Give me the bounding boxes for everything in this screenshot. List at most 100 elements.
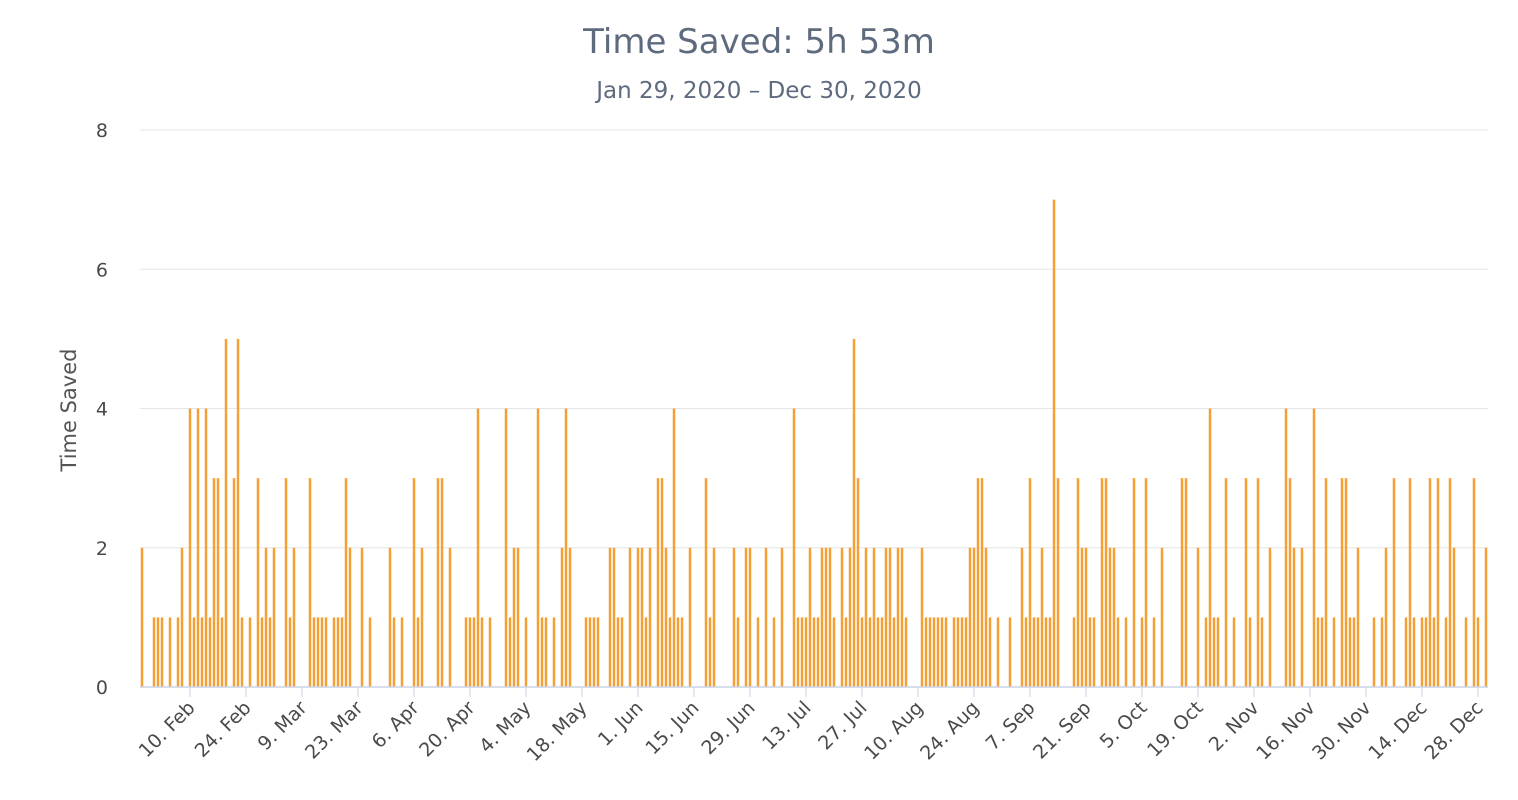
- bar[interactable]: [1024, 617, 1028, 688]
- bar[interactable]: [1076, 478, 1080, 688]
- bar[interactable]: [588, 617, 592, 688]
- bar[interactable]: [1372, 617, 1376, 688]
- bar[interactable]: [1032, 617, 1036, 688]
- bar[interactable]: [1160, 547, 1164, 687]
- bar[interactable]: [504, 408, 508, 688]
- bar[interactable]: [360, 547, 364, 687]
- bar[interactable]: [1384, 547, 1388, 687]
- bar[interactable]: [848, 547, 852, 687]
- bar[interactable]: [536, 408, 540, 688]
- bar[interactable]: [564, 408, 568, 688]
- bar[interactable]: [940, 617, 944, 688]
- bar[interactable]: [544, 617, 548, 688]
- bar[interactable]: [956, 617, 960, 688]
- bar[interactable]: [764, 547, 768, 687]
- bar[interactable]: [1292, 547, 1296, 687]
- bar[interactable]: [1008, 617, 1012, 688]
- bar[interactable]: [1152, 617, 1156, 688]
- bar[interactable]: [1340, 478, 1344, 688]
- bar[interactable]: [1428, 478, 1432, 688]
- bar[interactable]: [1312, 408, 1316, 688]
- bar[interactable]: [436, 478, 440, 688]
- bar[interactable]: [292, 547, 296, 687]
- bar[interactable]: [1352, 617, 1356, 688]
- bar[interactable]: [204, 408, 208, 688]
- bar[interactable]: [1464, 617, 1468, 688]
- bar[interactable]: [620, 617, 624, 688]
- bar[interactable]: [820, 547, 824, 687]
- bar[interactable]: [660, 478, 664, 688]
- bar[interactable]: [1472, 478, 1476, 688]
- bar[interactable]: [264, 547, 268, 687]
- bar[interactable]: [840, 547, 844, 687]
- bar[interactable]: [612, 547, 616, 687]
- bar[interactable]: [1124, 617, 1128, 688]
- bar[interactable]: [1044, 617, 1048, 688]
- bar[interactable]: [736, 617, 740, 688]
- bar[interactable]: [1316, 617, 1320, 688]
- bar[interactable]: [1184, 478, 1188, 688]
- bar[interactable]: [472, 617, 476, 688]
- bar[interactable]: [1028, 478, 1032, 688]
- bar[interactable]: [316, 617, 320, 688]
- bar[interactable]: [824, 547, 828, 687]
- bar[interactable]: [168, 617, 172, 688]
- bar[interactable]: [188, 408, 192, 688]
- bar[interactable]: [584, 617, 588, 688]
- bar[interactable]: [1476, 617, 1480, 688]
- bar[interactable]: [440, 478, 444, 688]
- bar[interactable]: [856, 478, 860, 688]
- bar[interactable]: [1232, 617, 1236, 688]
- bar[interactable]: [804, 617, 808, 688]
- bar[interactable]: [200, 617, 204, 688]
- bar[interactable]: [844, 617, 848, 688]
- bar[interactable]: [248, 617, 252, 688]
- bar[interactable]: [1196, 547, 1200, 687]
- bar[interactable]: [1204, 617, 1208, 688]
- bar[interactable]: [212, 478, 216, 688]
- bar[interactable]: [1020, 547, 1024, 687]
- bar[interactable]: [332, 617, 336, 688]
- bar[interactable]: [1436, 478, 1440, 688]
- bar[interactable]: [176, 617, 180, 688]
- bar[interactable]: [984, 547, 988, 687]
- bar[interactable]: [936, 617, 940, 688]
- bar[interactable]: [1404, 617, 1408, 688]
- bar[interactable]: [256, 478, 260, 688]
- bar[interactable]: [272, 547, 276, 687]
- bar[interactable]: [320, 617, 324, 688]
- bar[interactable]: [448, 547, 452, 687]
- bar[interactable]: [1260, 617, 1264, 688]
- bar[interactable]: [616, 617, 620, 688]
- bar[interactable]: [924, 617, 928, 688]
- bar[interactable]: [1072, 617, 1076, 688]
- bar[interactable]: [516, 547, 520, 687]
- bar[interactable]: [220, 617, 224, 688]
- bar[interactable]: [1100, 478, 1104, 688]
- bar[interactable]: [464, 617, 468, 688]
- bar[interactable]: [1320, 617, 1324, 688]
- bar[interactable]: [160, 617, 164, 688]
- bar[interactable]: [964, 617, 968, 688]
- bar[interactable]: [748, 547, 752, 687]
- bar[interactable]: [668, 617, 672, 688]
- bar[interactable]: [592, 617, 596, 688]
- bar[interactable]: [900, 547, 904, 687]
- bar[interactable]: [732, 547, 736, 687]
- bar[interactable]: [468, 617, 472, 688]
- bar[interactable]: [1080, 547, 1084, 687]
- bar[interactable]: [1036, 617, 1040, 688]
- bar[interactable]: [628, 547, 632, 687]
- bar[interactable]: [1424, 617, 1428, 688]
- bar[interactable]: [744, 547, 748, 687]
- bar[interactable]: [680, 617, 684, 688]
- bar[interactable]: [800, 617, 804, 688]
- bar[interactable]: [1300, 547, 1304, 687]
- bar[interactable]: [932, 617, 936, 688]
- bar[interactable]: [192, 617, 196, 688]
- bar[interactable]: [888, 547, 892, 687]
- bar[interactable]: [1132, 478, 1136, 688]
- bar[interactable]: [812, 617, 816, 688]
- bar[interactable]: [152, 617, 156, 688]
- bar[interactable]: [920, 547, 924, 687]
